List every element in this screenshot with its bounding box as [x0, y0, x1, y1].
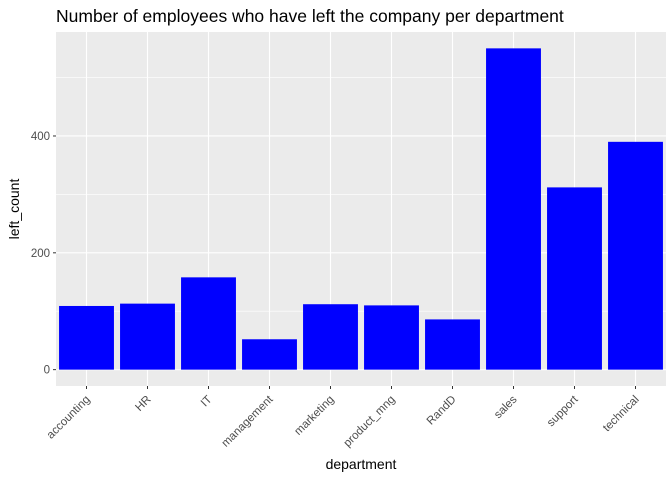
- bar: [486, 48, 541, 370]
- bar: [242, 339, 297, 370]
- bar: [303, 304, 358, 370]
- x-tick-label: management: [220, 393, 277, 450]
- x-tick-label: IT: [199, 394, 215, 410]
- x-tick-label: technical: [601, 394, 642, 435]
- y-axis-ticks: 0 200 400: [31, 131, 56, 377]
- y-tick-label: 200: [31, 248, 50, 260]
- x-tick-label: HR: [133, 394, 153, 414]
- x-tick-label: RandD: [425, 394, 459, 428]
- bar: [608, 141, 663, 370]
- x-axis-ticks: accounting HR IT management marketing product…: [45, 386, 642, 450]
- bar: [120, 303, 175, 370]
- bars: [59, 48, 663, 370]
- bar: [547, 187, 602, 370]
- x-tick-label: product_mng: [342, 394, 398, 450]
- bar: [425, 319, 480, 370]
- y-axis-title: left_count: [6, 179, 22, 240]
- x-tick-label: marketing: [292, 394, 336, 438]
- x-tick-label: support: [545, 393, 581, 429]
- x-tick-label: accounting: [45, 394, 93, 442]
- chart-title: Number of employees who have left the co…: [56, 6, 564, 26]
- bar: [59, 305, 114, 370]
- x-tick-label: sales: [492, 393, 520, 421]
- x-axis-title: department: [326, 456, 397, 472]
- y-tick-label: 0: [44, 365, 50, 377]
- y-tick-label: 400: [31, 131, 50, 143]
- bar: [181, 277, 236, 370]
- bar: [364, 305, 419, 370]
